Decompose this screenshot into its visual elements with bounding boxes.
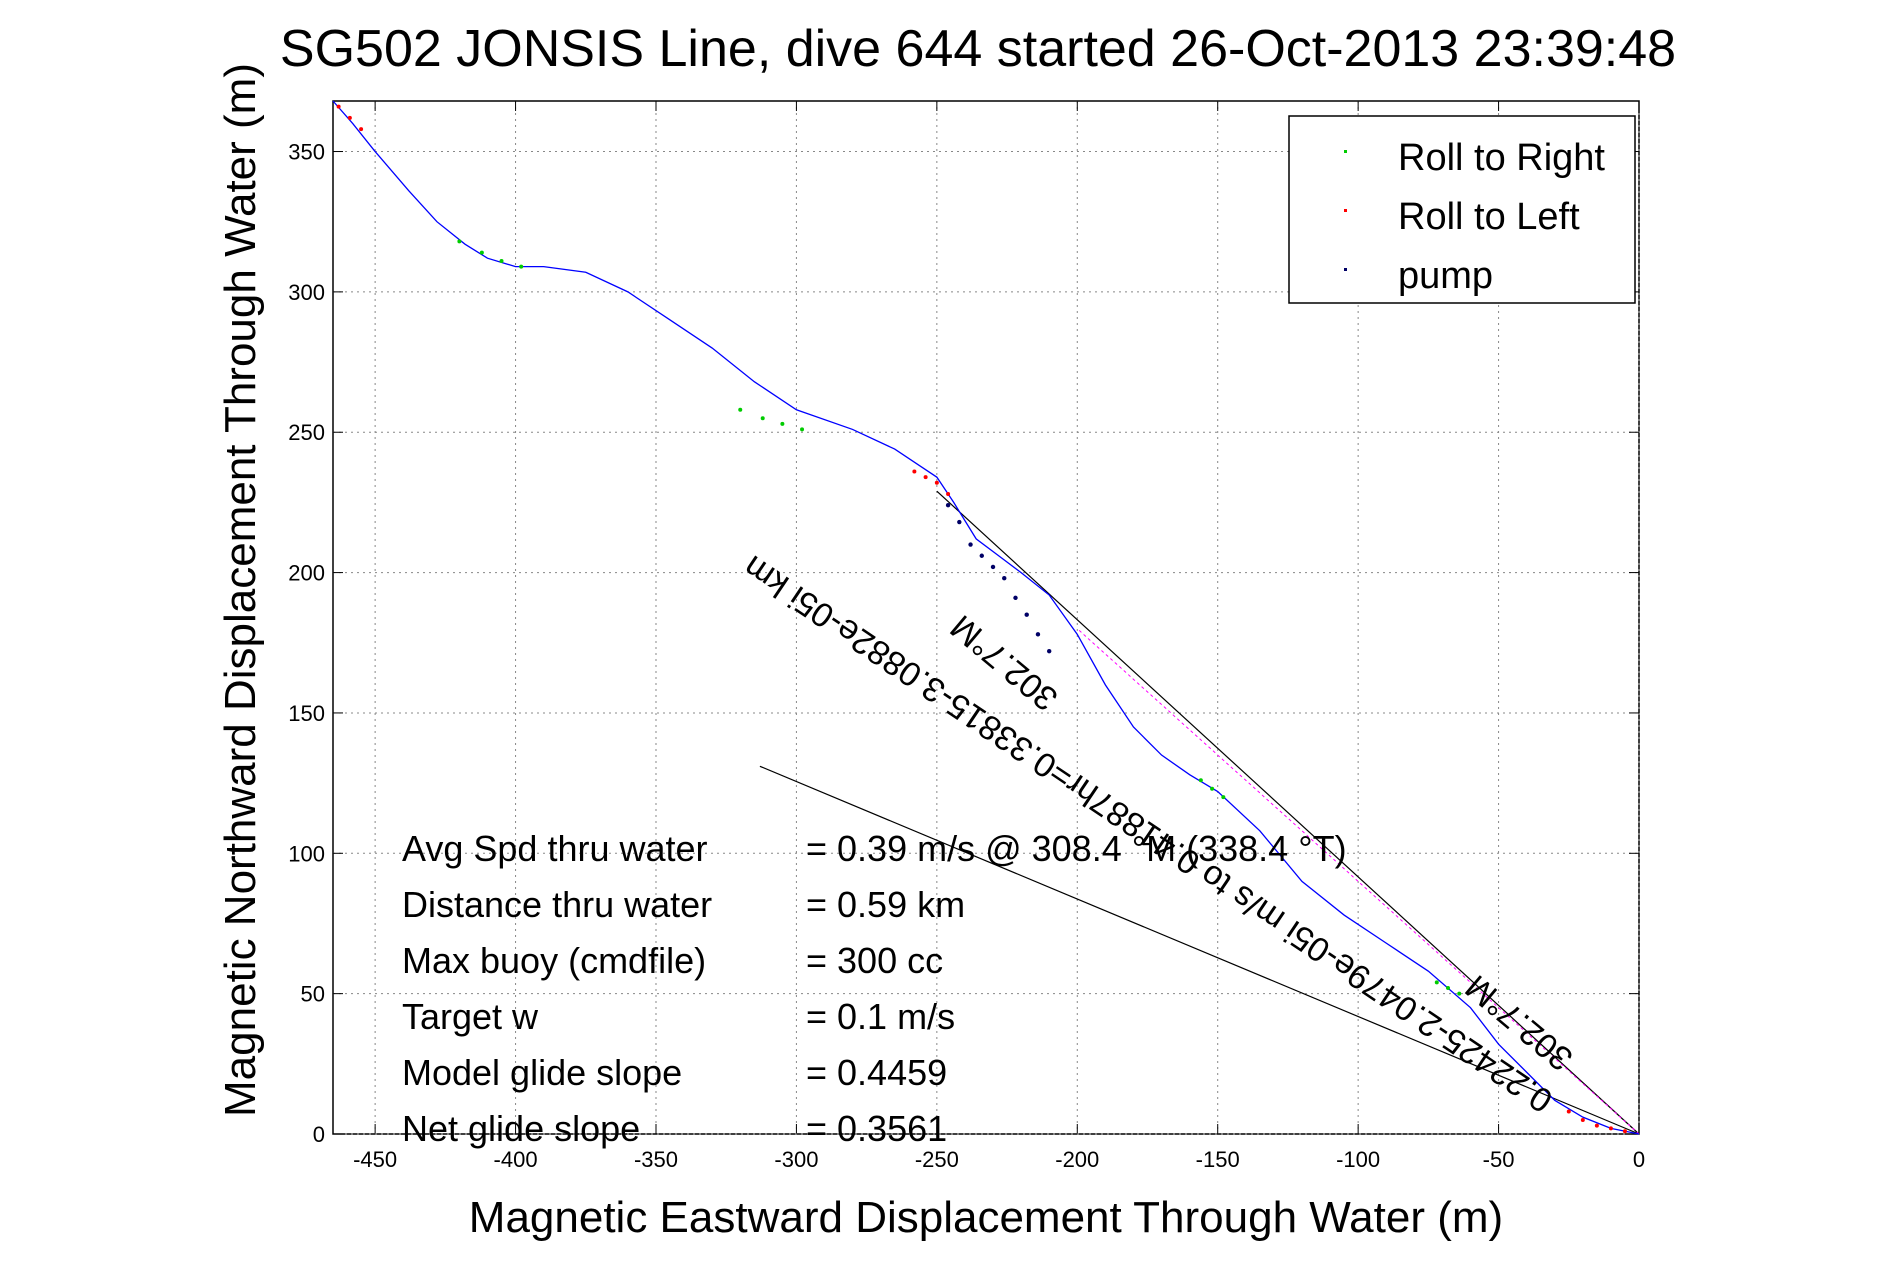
pump-point	[957, 519, 962, 525]
roll-left-point	[912, 469, 917, 474]
roll-left-point	[1580, 1117, 1585, 1122]
stat-label-target-w: Target w	[402, 996, 539, 1037]
y-tick-label: 100	[288, 841, 325, 866]
y-tick-label: 0	[313, 1122, 325, 1147]
stat-label-avg-speed: Avg Spd thru water	[402, 828, 708, 869]
pump-point	[979, 553, 984, 558]
x-tick-label: -200	[1055, 1147, 1099, 1172]
reference-line-1	[936, 490, 1640, 1135]
roll-right-point	[1457, 991, 1462, 996]
legend-marker-roll-right	[1344, 150, 1347, 153]
x-axis-label: Magnetic Eastward Displacement Through W…	[469, 1193, 1503, 1242]
stat-value-model-glide: = 0.4459	[806, 1052, 947, 1093]
stat-value-avg-speed: = 0.39 m/s @ 308.4 °M (338.4 °T)	[806, 828, 1347, 869]
pump-point	[1002, 576, 1007, 581]
points-layer	[336, 104, 1627, 1134]
stat-label-max-buoy: Max buoy (cmdfile)	[402, 940, 706, 981]
y-tick-label: 350	[288, 140, 325, 165]
stats-block: Avg Spd thru water = 0.39 m/s @ 308.4 °M…	[402, 828, 1347, 1149]
x-tick-label: -250	[915, 1147, 959, 1172]
y-tick-label: 300	[288, 280, 325, 305]
chart-title: SG502 JONSIS Line, dive 644 started 26-O…	[280, 20, 1676, 78]
stat-value-distance: = 0.59 km	[806, 884, 965, 925]
roll-left-point	[1594, 1123, 1599, 1128]
x-tick-label: -350	[634, 1147, 678, 1172]
y-tick-label: 250	[288, 420, 325, 445]
legend-label-pump: pump	[1398, 255, 1493, 297]
stat-label-distance: Distance thru water	[402, 884, 712, 925]
roll-left-point	[336, 104, 341, 109]
stat-value-net-glide: = 0.3561	[806, 1108, 947, 1149]
roll-left-point	[934, 480, 939, 485]
stat-value-target-w: = 0.1 m/s	[806, 996, 955, 1037]
x-tick-label: -150	[1196, 1147, 1240, 1172]
reference-lines	[759, 490, 1640, 1135]
roll-left-point	[923, 475, 928, 480]
roll-right-point	[1434, 980, 1439, 985]
roll-left-point	[1622, 1129, 1627, 1134]
roll-right-point	[479, 250, 484, 255]
pump-point	[945, 503, 951, 508]
stat-value-max-buoy: = 300 cc	[806, 940, 943, 981]
x-tick-label: -50	[1483, 1147, 1515, 1172]
pump-point	[1013, 595, 1018, 601]
x-tick-labels: -450 -400 -350 -300 -250 -200 -150 -100 -50 0	[353, 1147, 1645, 1172]
pump-point	[968, 542, 973, 547]
x-tick-label: -100	[1336, 1147, 1380, 1172]
roll-right-point	[738, 407, 743, 412]
y-tick-labels: 0 50 100 150 200 250 300 350	[288, 140, 325, 1147]
roll-right-point	[1210, 786, 1215, 791]
roll-right-point	[457, 239, 462, 244]
reference-line-2	[759, 765, 1640, 1135]
x-tick-label: 0	[1633, 1147, 1645, 1172]
roll-left-point	[1566, 1109, 1571, 1114]
grid-lines	[333, 101, 1640, 1135]
legend: Roll to Right Roll to Left pump	[1288, 115, 1636, 304]
roll-left-point	[359, 127, 364, 132]
roll-right-point	[519, 264, 524, 269]
legend-marker-roll-left	[1344, 209, 1347, 212]
track-layer	[332, 100, 1640, 1135]
stat-label-model-glide: Model glide slope	[402, 1052, 682, 1093]
legend-marker-pump	[1344, 268, 1347, 271]
x-tick-label: -400	[494, 1147, 538, 1172]
legend-label-roll-left: Roll to Left	[1398, 196, 1580, 238]
roll-left-point	[946, 491, 951, 496]
y-tick-label: 50	[301, 982, 325, 1007]
pump-point	[1035, 632, 1041, 637]
y-axis-label: Magnetic Northward Displacement Through …	[216, 63, 265, 1117]
roll-right-point	[800, 427, 805, 432]
roll-left-point	[347, 115, 352, 120]
roll-right-point	[760, 416, 765, 421]
x-tick-label: -450	[353, 1147, 397, 1172]
stat-label-net-glide: Net glide slope	[402, 1108, 640, 1149]
pump-point	[1046, 648, 1052, 654]
dive-track-line	[332, 100, 1640, 1135]
pump-point	[990, 564, 996, 570]
roll-right-point	[1446, 986, 1451, 991]
y-tick-label: 150	[288, 701, 325, 726]
roll-right-point	[780, 421, 785, 426]
x-tick-label: -300	[774, 1147, 818, 1172]
y-tick-label: 200	[288, 561, 325, 586]
pump-point	[1024, 612, 1029, 617]
roll-right-point	[1221, 795, 1226, 800]
legend-label-roll-right: Roll to Right	[1398, 137, 1605, 179]
roll-left-point	[1608, 1126, 1613, 1131]
roll-right-point	[499, 259, 504, 264]
roll-right-point	[1198, 778, 1203, 783]
